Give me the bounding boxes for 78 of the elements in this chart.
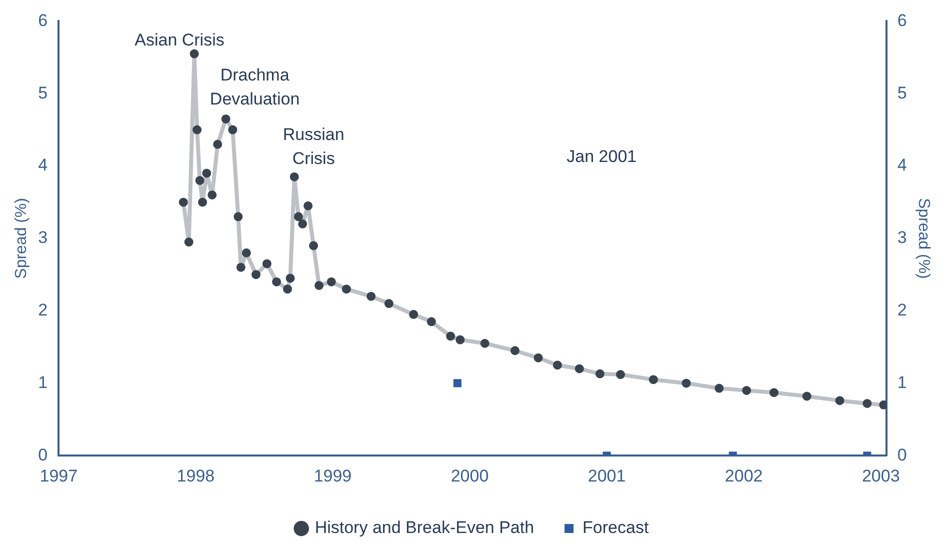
point — [453, 379, 462, 388]
point — [262, 259, 272, 268]
legend-label: History and Break-Even Path — [314, 518, 534, 538]
point — [802, 392, 812, 401]
y2-tick-label: 2 — [897, 300, 907, 320]
point — [552, 360, 562, 370]
point — [616, 370, 625, 380]
point — [294, 212, 303, 222]
y2-tick-label: 1 — [897, 372, 907, 392]
point — [534, 353, 543, 362]
x-tick-label: 2003 — [862, 466, 900, 486]
x-tick-label: 1997 — [40, 466, 78, 486]
point — [742, 386, 752, 395]
point — [202, 168, 212, 178]
y2-axis-title: Spread (%) — [914, 198, 932, 279]
point — [714, 384, 724, 393]
point — [236, 262, 246, 272]
point — [446, 332, 456, 341]
point — [234, 212, 243, 222]
point — [682, 378, 691, 388]
point — [198, 198, 208, 207]
x-tick-label: 2001 — [588, 466, 626, 486]
point — [304, 201, 313, 210]
point — [213, 140, 222, 149]
point — [342, 284, 351, 294]
x-tick-label: 1999 — [314, 466, 352, 486]
x-tick-label: 2000 — [450, 466, 489, 486]
y-tick-label: 0 — [38, 445, 48, 464]
point — [192, 125, 202, 134]
point — [409, 310, 418, 319]
point — [184, 238, 194, 247]
point — [314, 280, 324, 290]
point — [195, 176, 204, 185]
point — [366, 292, 376, 301]
y-tick-label: 3 — [38, 228, 48, 248]
y-tick-label: 5 — [38, 83, 48, 102]
x-tick-label: 1998 — [176, 466, 215, 486]
point — [862, 398, 872, 408]
point — [648, 375, 658, 384]
y-tick-label: 6 — [38, 10, 48, 30]
point — [595, 369, 604, 378]
point — [426, 317, 436, 326]
point — [251, 270, 260, 280]
point — [242, 248, 251, 258]
x-tick-label: 2002 — [724, 466, 763, 486]
point — [286, 274, 295, 283]
y-tick-label: 4 — [38, 156, 48, 175]
y2-tick-label: 6 — [897, 10, 907, 30]
point — [309, 241, 318, 250]
annotation: Russian Crisis — [282, 124, 344, 168]
y2-tick-label: 4 — [897, 156, 907, 175]
point — [221, 114, 230, 124]
y2-tick-label: 3 — [897, 228, 907, 248]
point — [283, 284, 292, 294]
point — [298, 219, 308, 228]
point — [208, 190, 217, 200]
point — [456, 335, 465, 344]
legend-label: Forecast — [582, 518, 649, 538]
point — [384, 299, 394, 308]
point — [480, 338, 490, 348]
point — [190, 49, 199, 58]
y-tick-label: 1 — [38, 372, 48, 392]
y2-tick-label: 0 — [897, 445, 907, 464]
point — [290, 172, 299, 182]
point — [178, 198, 188, 207]
point — [574, 364, 584, 374]
point — [326, 277, 336, 286]
y-tick-label: 2 — [38, 300, 48, 320]
point — [510, 346, 520, 356]
y-axis-title: Spread (%) — [13, 198, 30, 279]
point — [835, 396, 844, 406]
annotation: Jan 2001 — [566, 146, 637, 166]
annotation: Drachma Devaluation — [210, 65, 300, 108]
point — [769, 388, 778, 398]
annotation: Asian Crisis — [134, 30, 224, 50]
point — [228, 125, 238, 134]
y2-tick-label: 5 — [897, 83, 907, 102]
point — [272, 277, 282, 286]
